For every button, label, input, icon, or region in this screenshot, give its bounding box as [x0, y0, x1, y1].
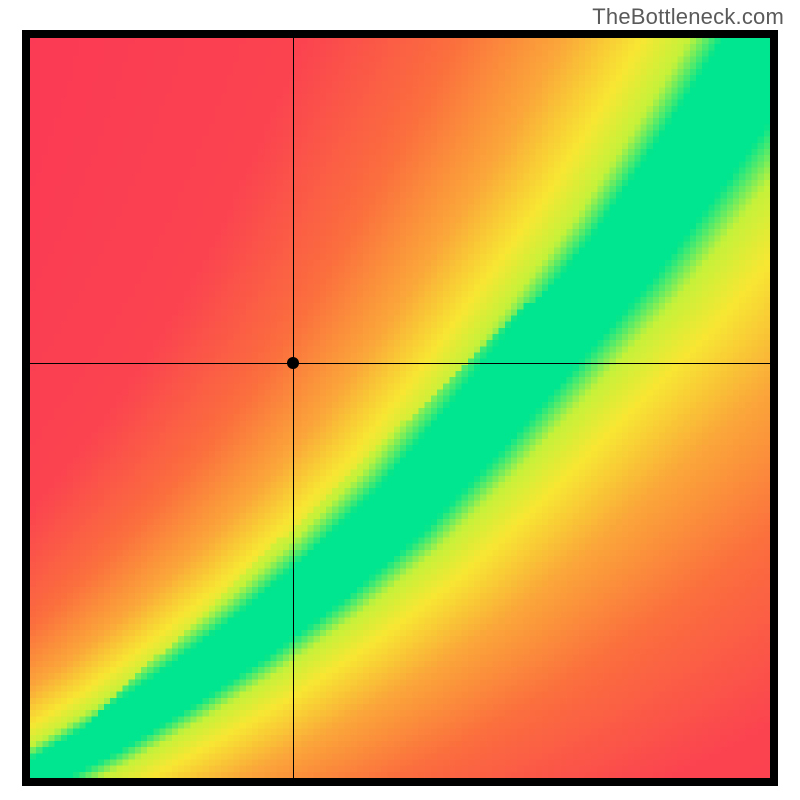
chart-frame: [22, 30, 778, 786]
watermark-text: TheBottleneck.com: [592, 4, 784, 30]
crosshair-horizontal: [30, 363, 770, 364]
crosshair-vertical: [293, 38, 294, 778]
heatmap-plot: [30, 38, 770, 778]
heatmap-canvas: [30, 38, 770, 778]
crosshair-marker: [287, 357, 299, 369]
